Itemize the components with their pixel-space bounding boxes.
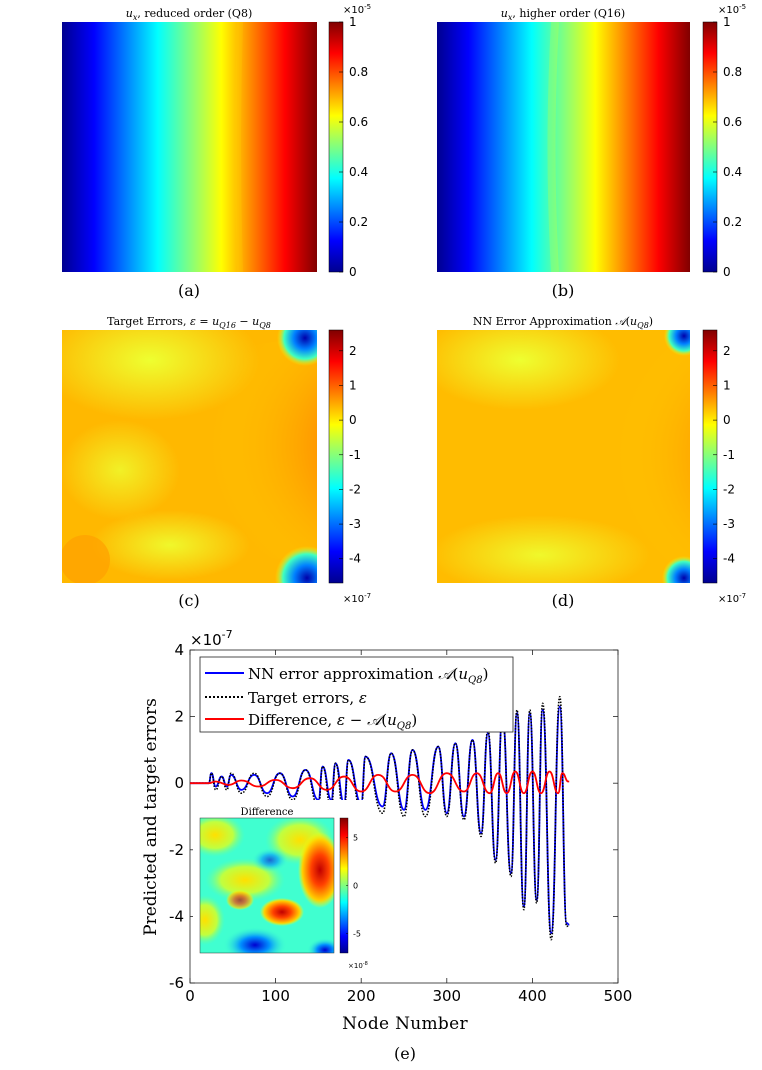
colorbar-tick-label: 2 [349,344,357,358]
x-axis-label: Node Number [342,1014,468,1034]
inset-tick-label: 5 [353,833,358,842]
colorbar-tick-label: -1 [723,448,735,462]
colorbar-tick-label: 0.2 [349,215,368,229]
panel-a-label: (a) [178,281,200,300]
panel-c-colorbar [328,329,344,584]
colorbar-tick-label: -2 [723,482,735,496]
panel-e-exponent: ×10-7 [190,628,233,649]
panel-c-title: Target Errors, ε = uQ16 − uQ8 [107,315,271,330]
colorbar-tick-label: 0.4 [349,165,368,179]
panel-d-colorbar-exponent: ×10-7 [718,592,746,605]
inset-title: Difference [241,807,294,818]
legend: NN error approximation 𝒜(uQ8) Target err… [199,656,514,733]
colorbar-tick-label: 0 [349,265,357,279]
panel-d-label: (d) [552,591,575,610]
colorbar-tick-label: -4 [349,552,361,566]
colorbar-tick-label: 1 [723,15,731,29]
colorbar-tick-label: 1 [349,15,357,29]
panel-b-ux-q16: ux, higher order (Q16) 0 0.2 0.4 0.6 0.8 1 ×1… [437,3,746,300]
panel-d-title: NN Error Approximation 𝒜(uQ8) [473,315,653,330]
y-axis-label: Predicted and target errors [141,698,161,936]
colorbar-tick-label: -3 [723,517,735,531]
y-tick-label: 2 [174,708,184,726]
panel-b-colorbar-exponent: ×10-5 [718,3,746,16]
colorbar-tick-label: 0.8 [349,65,368,79]
colorbar-tick-label: 0 [349,413,357,427]
colorbar-tick-label: 1 [349,378,357,392]
colorbar-tick-label: 2 [723,344,731,358]
colorbar-tick-label: 0.4 [723,165,742,179]
x-tick-label: 500 [604,987,633,1005]
y-tick-label: -2 [169,841,184,859]
colorbar-tick-label: 0 [723,265,731,279]
inset-heatmap [200,818,334,953]
panel-d-nn-approximation: NN Error Approximation 𝒜(uQ8) 2 1 0 -1 -2 -3 -… [437,315,746,610]
panel-c-label: (c) [178,591,199,610]
colorbar-tick-label: 1 [723,378,731,392]
y-tick-label: 4 [174,641,184,659]
x-tick-label: 0 [185,987,195,1005]
legend-label-nn: NN error approximation 𝒜(uQ8) [248,665,488,686]
panel-a-ux-q8: ux, reduced order (Q8) 0 0.2 0.4 0.6 0.8 1 ×1… [62,3,371,300]
inset-tick-label: 0 [353,882,358,891]
legend-label-target: Target errors, ε [248,689,367,707]
panel-b-colorbar [702,21,718,273]
series-line-target-errors [190,695,570,941]
colorbar-tick-label: 0.6 [349,115,368,129]
panel-a-colorbar [328,21,344,273]
panel-c-colorbar-exponent: ×10-7 [343,592,371,605]
panel-c-heatmap [62,330,317,583]
colorbar-tick-label: -1 [349,448,361,462]
inset-difference: Difference 5 0 -5 ×10-8 [193,800,368,970]
panel-d-colorbar [702,329,718,584]
y-tick-label: -6 [169,974,184,992]
colorbar-tick-label: 0.6 [723,115,742,129]
colorbar-tick-label: -3 [349,517,361,531]
colorbar-tick-label: 0 [723,413,731,427]
panel-d-heatmap [437,330,690,583]
panel-b-heatmap [437,22,690,272]
colorbar-tick-label: -2 [349,482,361,496]
colorbar-tick-label: 0.8 [723,65,742,79]
panel-a-title: ux, reduced order (Q8) [126,7,253,22]
panel-b-label: (b) [552,281,575,300]
panel-c-target-errors: Target Errors, ε = uQ16 − uQ8 2 1 0 -1 -2 -3 -… [62,315,371,610]
x-tick-label: 100 [261,987,290,1005]
legend-label-diff: Difference, ε − 𝒜(uQ8) [248,711,417,732]
x-tick-label: 300 [432,987,461,1005]
colorbar-tick-label: -4 [723,552,735,566]
x-tick-label: 200 [347,987,376,1005]
panel-a-colorbar-exponent: ×10-5 [343,3,371,16]
panel-e-line-chart: ×10-7 0 100 200 300 400 500 4 2 0 -2 -4 -6 Node Num… [141,628,632,1063]
colorbar-tick-label: 0.2 [723,215,742,229]
panel-a-heatmap [62,22,317,272]
inset-colorbar-exponent: ×10-8 [348,961,368,970]
y-tick-label: 0 [174,774,184,792]
x-tick-label: 400 [518,987,547,1005]
y-tick-label: -4 [169,907,184,925]
inset-tick-label: -5 [353,930,361,939]
panel-b-title: ux, higher order (Q16) [501,7,625,22]
panel-e-label: (e) [394,1044,416,1063]
series-line-difference [190,770,570,795]
